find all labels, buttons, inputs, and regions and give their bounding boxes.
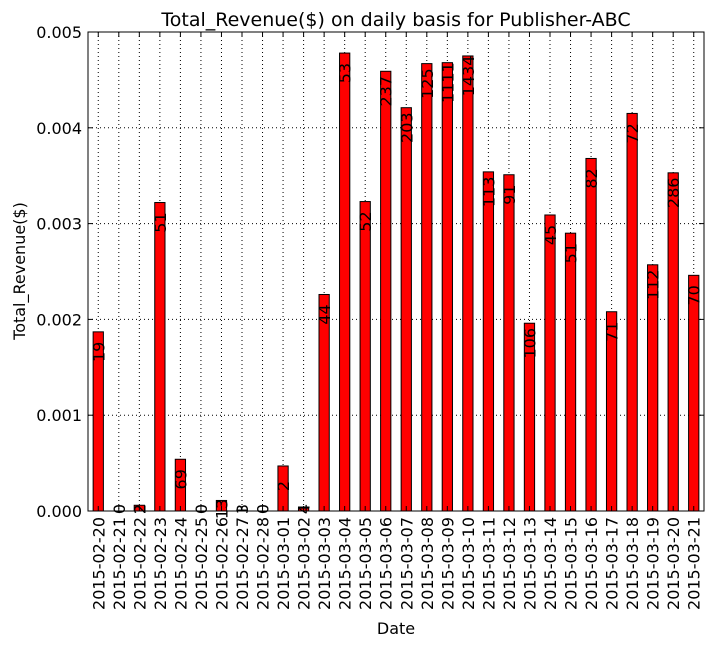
x-tick-label: 2015-02-27 <box>233 517 252 610</box>
bar <box>626 112 638 512</box>
bar <box>544 214 556 512</box>
bar-value-label: 286 <box>664 178 683 209</box>
x-tick-label: 2015-02-22 <box>130 517 149 610</box>
bar-value-label: 52 <box>356 211 375 231</box>
x-tick-label: 2015-02-26 <box>212 517 231 610</box>
x-tick-label: 2015-02-28 <box>254 517 273 610</box>
x-tick-label: 2015-03-11 <box>479 517 498 610</box>
x-tick-label: 2015-03-15 <box>562 517 581 610</box>
x-tick-label: 2015-03-12 <box>500 517 519 610</box>
bar-value-label: 1434 <box>459 56 478 97</box>
x-tick-label: 2015-03-17 <box>603 517 622 610</box>
bar <box>503 174 515 512</box>
y-axis-label: Total_Revenue($) <box>10 202 30 341</box>
y-tick-label: 0.003 <box>36 215 82 234</box>
bar-value-label: 82 <box>582 168 601 188</box>
y-axis-ticks: 0.000 0.001 0.002 0.003 0.004 0.005 <box>36 23 704 521</box>
x-tick-label: 2015-03-21 <box>685 517 704 610</box>
bar-value-label: 51 <box>151 212 170 232</box>
x-tick-label: 2015-03-19 <box>644 517 663 610</box>
bar-value-label: 72 <box>623 123 642 143</box>
x-tick-label: 2015-03-13 <box>520 517 539 610</box>
y-tick-label: 0.001 <box>36 406 82 425</box>
bar-value-label: 53 <box>336 63 355 83</box>
bar-value-label: 2 <box>274 481 293 491</box>
bar-value-label: 112 <box>644 270 663 301</box>
y-tick-label: 0.004 <box>36 119 82 138</box>
x-tick-label: 2015-03-04 <box>336 517 355 610</box>
x-tick-label: 2015-02-20 <box>89 517 108 610</box>
x-tick-label: 2015-03-14 <box>541 517 560 610</box>
bar-value-label: 1111 <box>438 62 457 103</box>
x-tick-label: 2015-02-24 <box>171 517 190 610</box>
x-tick-label: 2015-03-01 <box>274 517 293 610</box>
bar <box>441 62 453 512</box>
bar-value-label: 70 <box>685 285 704 305</box>
bar-value-label: 44 <box>315 304 334 324</box>
x-tick-label: 2015-02-25 <box>192 517 211 610</box>
x-tick-label: 2015-03-18 <box>623 517 642 610</box>
bar-value-label: 71 <box>603 322 622 342</box>
bar-value-label: 106 <box>520 328 539 359</box>
bar <box>647 264 659 512</box>
bar-value-label: 45 <box>541 225 560 245</box>
y-tick-label: 0.000 <box>36 502 82 521</box>
bar <box>585 157 597 512</box>
x-tick-label: 2015-03-16 <box>582 517 601 610</box>
bars <box>92 52 700 512</box>
grid-lines <box>88 32 704 511</box>
bar <box>421 63 433 512</box>
bar-value-label: 91 <box>500 185 519 205</box>
bar <box>400 107 412 512</box>
bar-value-label: 237 <box>377 76 396 107</box>
bar-value-label: 125 <box>418 68 437 99</box>
bar <box>318 293 330 512</box>
bar <box>667 172 679 512</box>
x-tick-label: 2015-03-06 <box>377 517 396 610</box>
plot-frame <box>87 31 705 512</box>
bar <box>380 70 392 512</box>
x-axis-label: Date <box>377 619 415 638</box>
x-tick-label: 2015-03-08 <box>418 517 437 610</box>
x-tick-label: 2015-03-10 <box>459 517 478 610</box>
bar-value-label: 51 <box>562 243 581 263</box>
y-tick-label: 0.002 <box>36 310 82 329</box>
bar <box>688 274 700 512</box>
y-tick-label: 0.005 <box>36 23 82 42</box>
x-tick-label: 2015-03-20 <box>664 517 683 610</box>
x-tick-label: 2015-03-05 <box>356 517 375 610</box>
chart-title: Total_Revenue($) on daily basis for Publ… <box>160 9 630 31</box>
bar <box>462 55 474 512</box>
x-tick-label: 2015-03-07 <box>397 517 416 610</box>
x-tick-label: 2015-02-21 <box>110 517 129 610</box>
bar <box>359 201 371 512</box>
x-axis-ticks: 2015-02-20 2015-02-21 2015-02-22 2015-02-23… <box>89 32 704 610</box>
x-tick-label: 2015-02-23 <box>151 517 170 610</box>
bar <box>482 171 495 512</box>
bar <box>339 52 351 512</box>
bar <box>154 202 166 512</box>
bar-value-label: 113 <box>479 177 498 208</box>
x-tick-label: 2015-03-03 <box>315 517 334 610</box>
bar-value-label: 203 <box>397 112 416 143</box>
x-tick-label: 2015-03-09 <box>438 517 457 610</box>
bar-value-label: 19 <box>89 342 108 362</box>
bar <box>564 232 577 512</box>
bar-value-label: 69 <box>171 469 190 489</box>
x-tick-label: 2015-03-02 <box>295 517 314 610</box>
